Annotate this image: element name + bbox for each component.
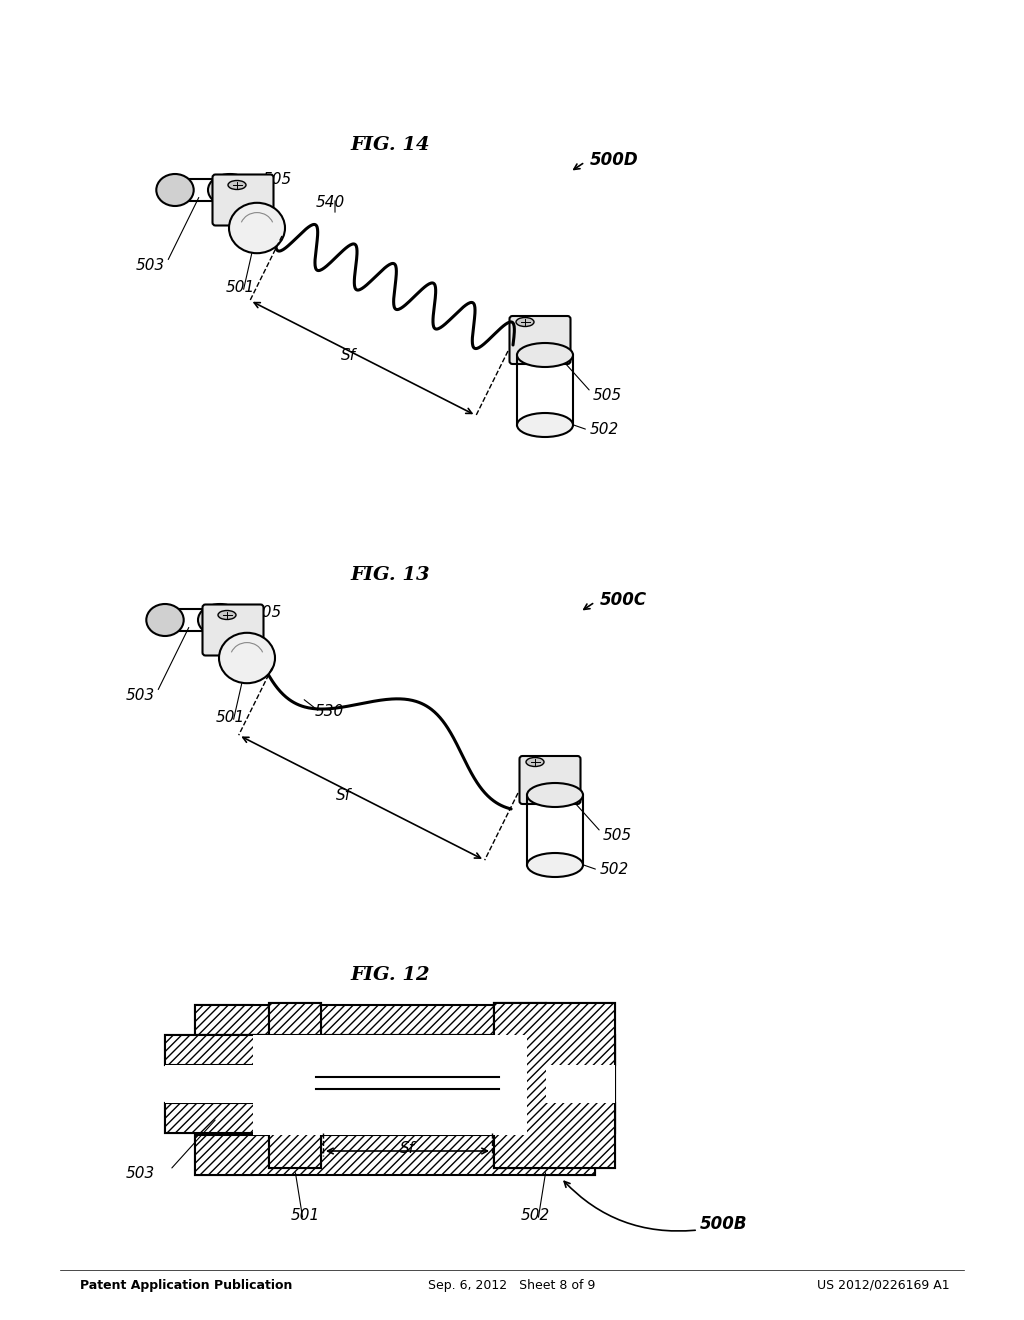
Text: US 2012/0226169 A1: US 2012/0226169 A1 [817,1279,950,1291]
Bar [318,1078,497,1086]
Text: 502: 502 [600,862,630,878]
Bar [316,1077,499,1089]
Ellipse shape [527,783,583,807]
Text: Sf: Sf [341,348,355,363]
FancyBboxPatch shape [510,315,570,364]
Ellipse shape [218,610,236,619]
Ellipse shape [517,413,573,437]
Bar [165,1065,269,1104]
FancyBboxPatch shape [519,756,581,804]
Ellipse shape [208,174,252,206]
Text: 503: 503 [126,688,155,702]
Bar [318,1076,497,1102]
Bar [527,1005,595,1175]
Text: FIG. 13: FIG. 13 [350,566,430,583]
Bar [269,1035,321,1065]
Text: 501: 501 [291,1208,319,1224]
Ellipse shape [517,343,573,367]
Bar [316,1077,499,1089]
Bar [546,1003,615,1168]
Text: 500D: 500D [590,150,639,169]
Bar [165,1065,269,1104]
Text: Sep. 6, 2012   Sheet 8 of 9: Sep. 6, 2012 Sheet 8 of 9 [428,1279,596,1291]
Text: 500B: 500B [700,1214,748,1233]
Ellipse shape [228,181,246,190]
Text: Sf: Sf [400,1140,415,1156]
FancyBboxPatch shape [213,174,273,226]
Ellipse shape [527,853,583,876]
Text: FIG. 12: FIG. 12 [350,966,430,983]
Ellipse shape [526,758,544,767]
Text: 503: 503 [136,257,165,272]
Text: 502: 502 [590,422,620,437]
Bar [195,1005,253,1175]
Ellipse shape [157,174,194,206]
Text: 505: 505 [252,605,282,620]
Text: 502: 502 [520,1208,550,1224]
Bar [253,1035,527,1135]
Ellipse shape [219,632,275,684]
Ellipse shape [516,318,534,326]
Bar [165,1035,269,1065]
Bar [269,1003,321,1168]
Text: FIG. 14: FIG. 14 [350,136,430,154]
Text: 505: 505 [593,388,623,403]
Text: 530: 530 [315,705,344,719]
Bar [195,1005,595,1035]
Bar [546,1065,615,1104]
Bar [546,1035,615,1065]
Bar [316,1077,499,1089]
Text: 501: 501 [225,280,255,294]
Ellipse shape [198,605,242,636]
Text: 505: 505 [262,172,292,187]
Bar [494,1003,615,1168]
Bar [546,1065,615,1104]
Text: 501: 501 [215,710,245,725]
Bar [546,1104,615,1133]
Text: 503: 503 [126,1166,155,1180]
Text: Sf: Sf [336,788,351,803]
Bar [195,1135,595,1175]
Bar [165,1104,615,1133]
Ellipse shape [229,203,285,253]
Bar [494,1003,546,1168]
Bar [494,1003,546,1168]
Text: 540: 540 [315,195,345,210]
Ellipse shape [146,605,183,636]
Bar [269,1003,321,1168]
Text: 520: 520 [392,1041,422,1057]
Bar [318,1065,497,1077]
Bar [165,1035,615,1065]
Bar [494,1104,546,1133]
FancyBboxPatch shape [203,605,263,656]
Text: 505: 505 [603,828,632,842]
Bar [185,995,605,1185]
Bar [269,1104,321,1133]
Text: 500C: 500C [600,591,647,609]
Bar [494,1035,546,1065]
Bar [165,1104,269,1133]
Text: Patent Application Publication: Patent Application Publication [80,1279,293,1291]
